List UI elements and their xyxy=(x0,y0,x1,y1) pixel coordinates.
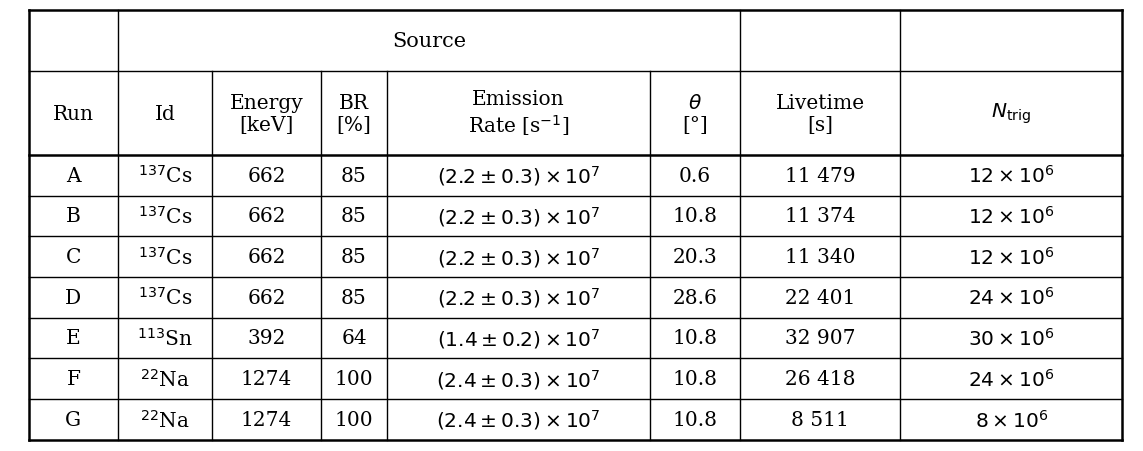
Text: 32 907: 32 907 xyxy=(785,329,855,348)
Text: 11 479: 11 479 xyxy=(784,166,855,185)
Text: 28.6: 28.6 xyxy=(672,288,717,307)
Text: $24\times10^{6}$: $24\times10^{6}$ xyxy=(968,368,1055,390)
Text: $(1.4 \pm 0.2)\times10^{7}$: $(1.4 \pm 0.2)\times10^{7}$ xyxy=(437,327,600,350)
Text: 662: 662 xyxy=(247,288,286,307)
Text: Energy
[keV]: Energy [keV] xyxy=(230,93,303,134)
Text: 10.8: 10.8 xyxy=(672,369,717,388)
Text: $30\times10^{6}$: $30\times10^{6}$ xyxy=(968,327,1055,349)
Text: 8 511: 8 511 xyxy=(791,410,849,429)
Text: $^{137}$Cs: $^{137}$Cs xyxy=(138,206,192,227)
Text: $^{22}$Na: $^{22}$Na xyxy=(141,368,190,390)
Text: 11 374: 11 374 xyxy=(785,207,855,226)
Text: 64: 64 xyxy=(341,329,367,348)
Text: 100: 100 xyxy=(335,369,374,388)
Text: 10.8: 10.8 xyxy=(672,329,717,348)
Text: Emission
Rate [s$^{-1}$]: Emission Rate [s$^{-1}$] xyxy=(467,90,569,138)
Text: B: B xyxy=(66,207,81,226)
Text: Livetime
[s]: Livetime [s] xyxy=(775,93,864,134)
Text: $(2.4 \pm 0.3)\times10^{7}$: $(2.4 \pm 0.3)\times10^{7}$ xyxy=(437,367,601,391)
Text: 85: 85 xyxy=(341,288,367,307)
Text: 10.8: 10.8 xyxy=(672,410,717,429)
Text: 20.3: 20.3 xyxy=(672,248,717,267)
Text: $^{22}$Na: $^{22}$Na xyxy=(141,409,190,430)
Text: A: A xyxy=(66,166,81,185)
Text: 85: 85 xyxy=(341,166,367,185)
Text: 392: 392 xyxy=(247,329,286,348)
Text: 85: 85 xyxy=(341,207,367,226)
Text: 1274: 1274 xyxy=(241,410,293,429)
Text: G: G xyxy=(65,410,81,429)
Text: $24\times10^{6}$: $24\times10^{6}$ xyxy=(968,287,1055,308)
Text: 85: 85 xyxy=(341,248,367,267)
Text: $(2.4 \pm 0.3)\times10^{7}$: $(2.4 \pm 0.3)\times10^{7}$ xyxy=(437,408,601,431)
Text: $N_{\mathrm{trig}}$: $N_{\mathrm{trig}}$ xyxy=(991,101,1031,126)
Text: 10.8: 10.8 xyxy=(672,207,717,226)
Text: $^{137}$Cs: $^{137}$Cs xyxy=(138,165,192,187)
Text: $^{113}$Sn: $^{113}$Sn xyxy=(137,327,193,349)
Text: 22 401: 22 401 xyxy=(785,288,855,307)
Text: Source: Source xyxy=(392,32,466,51)
Text: F: F xyxy=(66,369,80,388)
Text: $\theta$
[°]: $\theta$ [°] xyxy=(682,93,708,134)
Text: $12\times10^{6}$: $12\times10^{6}$ xyxy=(968,206,1055,227)
Text: 100: 100 xyxy=(335,410,374,429)
Text: 0.6: 0.6 xyxy=(679,166,711,185)
Text: BR
[%]: BR [%] xyxy=(336,93,371,134)
Text: $(2.2 \pm 0.3)\times10^{7}$: $(2.2 \pm 0.3)\times10^{7}$ xyxy=(437,164,600,188)
Text: 662: 662 xyxy=(247,248,286,267)
Text: 662: 662 xyxy=(247,207,286,226)
Text: D: D xyxy=(65,288,81,307)
Text: C: C xyxy=(66,248,81,267)
Text: $12\times10^{6}$: $12\times10^{6}$ xyxy=(968,165,1055,187)
Text: $8\times10^{6}$: $8\times10^{6}$ xyxy=(975,409,1048,430)
Text: E: E xyxy=(66,329,81,348)
Text: Id: Id xyxy=(154,104,176,124)
Text: $(2.2 \pm 0.3)\times10^{7}$: $(2.2 \pm 0.3)\times10^{7}$ xyxy=(437,286,600,309)
Text: 26 418: 26 418 xyxy=(785,369,855,388)
Text: $^{137}$Cs: $^{137}$Cs xyxy=(138,246,192,268)
Text: $12\times10^{6}$: $12\times10^{6}$ xyxy=(968,246,1055,268)
Text: $^{137}$Cs: $^{137}$Cs xyxy=(138,287,192,308)
Text: $(2.2 \pm 0.3)\times10^{7}$: $(2.2 \pm 0.3)\times10^{7}$ xyxy=(437,245,600,269)
Text: $(2.2 \pm 0.3)\times10^{7}$: $(2.2 \pm 0.3)\times10^{7}$ xyxy=(437,205,600,228)
Text: Run: Run xyxy=(53,104,94,124)
Text: 11 340: 11 340 xyxy=(785,248,855,267)
Text: 662: 662 xyxy=(247,166,286,185)
Text: 1274: 1274 xyxy=(241,369,293,388)
